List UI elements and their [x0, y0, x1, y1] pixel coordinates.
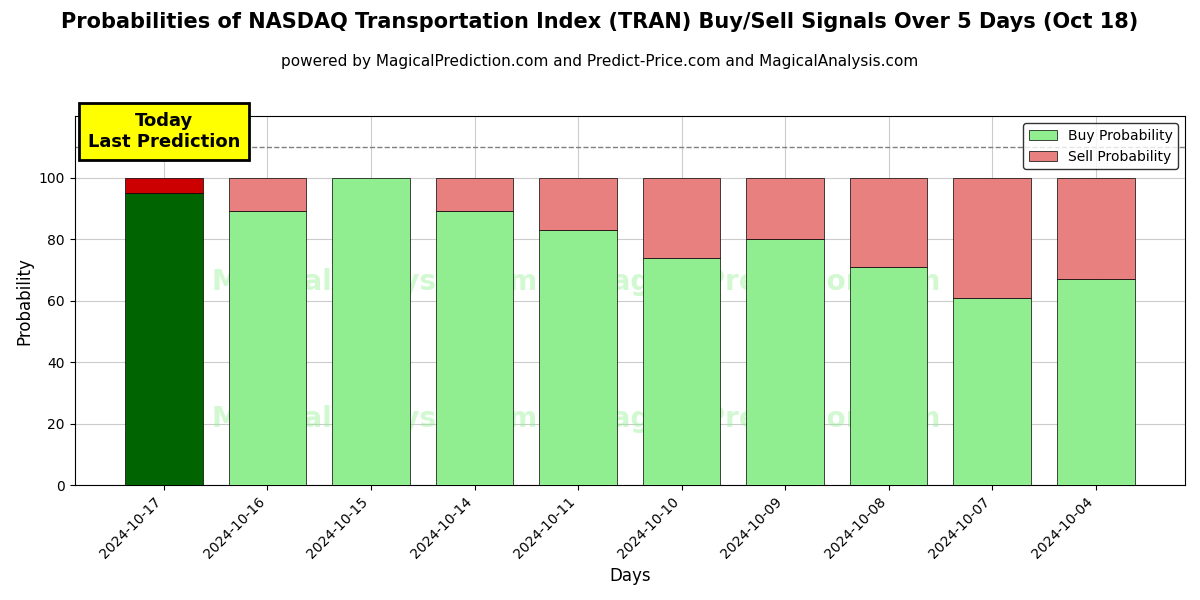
Bar [643, 257, 720, 485]
Bar [953, 298, 1031, 485]
Bar [539, 178, 617, 230]
Text: MagicalAnalysis.com: MagicalAnalysis.com [211, 405, 538, 433]
Bar [850, 267, 928, 485]
Bar [125, 193, 203, 485]
Bar [953, 178, 1031, 298]
Bar [643, 178, 720, 257]
Bar [1057, 178, 1134, 279]
Bar [539, 230, 617, 485]
Text: Today
Last Prediction: Today Last Prediction [88, 112, 240, 151]
Bar [746, 239, 824, 485]
Text: MagicalPrediction.com: MagicalPrediction.com [584, 405, 941, 433]
Bar [850, 178, 928, 267]
Text: MagicalPrediction.com: MagicalPrediction.com [584, 268, 941, 296]
Bar [332, 178, 410, 485]
Bar [125, 178, 203, 193]
Legend: Buy Probability, Sell Probability: Buy Probability, Sell Probability [1024, 123, 1178, 169]
Bar [229, 178, 306, 211]
X-axis label: Days: Days [610, 567, 650, 585]
Bar [1057, 279, 1134, 485]
Bar [436, 211, 514, 485]
Text: MagicalAnalysis.com: MagicalAnalysis.com [211, 268, 538, 296]
Y-axis label: Probability: Probability [16, 257, 34, 344]
Text: Probabilities of NASDAQ Transportation Index (TRAN) Buy/Sell Signals Over 5 Days: Probabilities of NASDAQ Transportation I… [61, 12, 1139, 32]
Bar [746, 178, 824, 239]
Bar [229, 211, 306, 485]
Bar [436, 178, 514, 211]
Text: powered by MagicalPrediction.com and Predict-Price.com and MagicalAnalysis.com: powered by MagicalPrediction.com and Pre… [281, 54, 919, 69]
